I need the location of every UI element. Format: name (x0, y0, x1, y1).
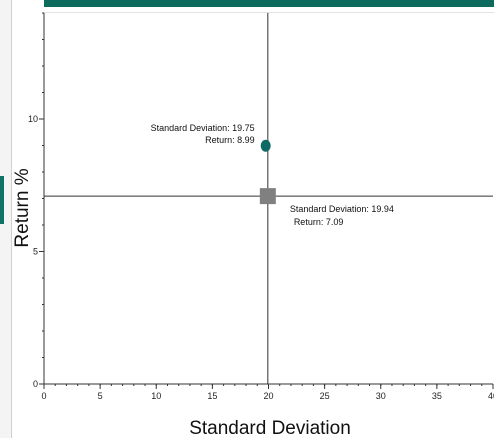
data-point-square (259, 188, 276, 205)
y-tick-label: 10 (28, 114, 38, 124)
x-tick-label: 25 (320, 391, 330, 401)
x-tick-label: 15 (207, 391, 217, 401)
data-point-circle (260, 139, 271, 152)
axis-titles: Standard Deviation Return % (12, 168, 351, 438)
x-tick-label: 10 (151, 391, 161, 401)
y-tick-label: 5 (33, 247, 38, 257)
header-divider (44, 12, 494, 13)
x-tick-label: 5 (98, 391, 103, 401)
data-label: Standard Deviation: 19.94 (290, 204, 394, 214)
side-panel-edge (0, 0, 12, 438)
axes: 0 5 10 15 20 25 30 35 40 0 5 10 (28, 12, 494, 401)
x-tick-label: 30 (376, 391, 386, 401)
x-tick-label: 20 (263, 391, 273, 401)
data-label: Return: 7.09 (294, 217, 344, 227)
x-tick-label: 35 (432, 391, 442, 401)
x-tick-label: 40 (488, 391, 494, 401)
x-tick-label: 0 (41, 391, 46, 401)
y-axis-title: Return % (12, 168, 33, 247)
data-label: Return: 8.99 (205, 135, 255, 145)
header-accent-bar (44, 0, 494, 7)
x-axis-title: Standard Deviation (189, 418, 351, 438)
side-panel-active-tab[interactable] (0, 176, 4, 224)
data-label: Standard Deviation: 19.75 (151, 123, 255, 133)
y-tick-label: 0 (33, 379, 38, 389)
data-points: Standard Deviation: 19.75 Return: 8.99 Sta… (151, 123, 394, 227)
